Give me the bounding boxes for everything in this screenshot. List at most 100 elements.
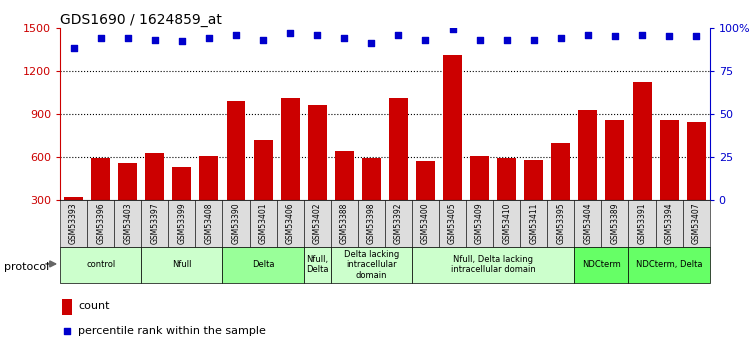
Text: GSM53403: GSM53403 (123, 203, 132, 244)
Bar (281, 98, 300, 243)
Bar (470, 156, 489, 243)
Bar (578, 110, 597, 243)
Point (257, 37, 269, 42)
Bar (605, 120, 624, 243)
Text: GSM53399: GSM53399 (177, 203, 186, 244)
FancyBboxPatch shape (249, 200, 276, 247)
Text: GSM53405: GSM53405 (448, 203, 457, 244)
Text: control: control (86, 260, 116, 269)
FancyBboxPatch shape (412, 200, 439, 247)
Text: GSM53410: GSM53410 (502, 203, 511, 244)
Point (474, 37, 486, 42)
FancyBboxPatch shape (357, 200, 385, 247)
Point (203, 35, 215, 41)
Point (311, 32, 323, 37)
Text: protocol: protocol (4, 263, 49, 272)
Text: Delta lacking
intracellular
domain: Delta lacking intracellular domain (344, 250, 399, 280)
FancyBboxPatch shape (114, 200, 141, 247)
FancyBboxPatch shape (575, 247, 629, 283)
Bar (91, 158, 110, 243)
FancyBboxPatch shape (656, 200, 683, 247)
Bar (632, 82, 652, 243)
Point (62, 328, 74, 334)
Text: Nfull,
Delta: Nfull, Delta (306, 255, 328, 275)
Bar (443, 55, 462, 243)
Point (420, 37, 432, 42)
Point (528, 37, 540, 42)
FancyBboxPatch shape (547, 200, 575, 247)
FancyBboxPatch shape (629, 200, 656, 247)
Bar (686, 122, 706, 243)
Text: GSM53393: GSM53393 (69, 203, 78, 244)
Point (663, 33, 675, 39)
FancyBboxPatch shape (60, 200, 87, 247)
Bar (62, 299, 72, 315)
Point (393, 32, 405, 37)
FancyBboxPatch shape (60, 247, 141, 283)
Text: Nfull, Delta lacking
intracellular domain: Nfull, Delta lacking intracellular domai… (451, 255, 535, 275)
Point (582, 32, 594, 37)
Point (122, 35, 134, 41)
Text: NDCterm: NDCterm (582, 260, 621, 269)
Point (365, 40, 377, 46)
Bar (173, 167, 192, 243)
FancyBboxPatch shape (303, 200, 330, 247)
FancyBboxPatch shape (439, 200, 466, 247)
Text: GSM53390: GSM53390 (231, 203, 240, 244)
Point (149, 37, 161, 42)
Text: GSM53388: GSM53388 (339, 203, 348, 244)
Bar (389, 98, 408, 243)
Text: GSM53409: GSM53409 (475, 203, 484, 244)
Text: GSM53411: GSM53411 (529, 203, 538, 244)
Bar (118, 163, 137, 243)
FancyBboxPatch shape (141, 200, 168, 247)
Point (176, 39, 188, 44)
FancyBboxPatch shape (683, 200, 710, 247)
Point (636, 32, 648, 37)
Text: GSM53407: GSM53407 (692, 203, 701, 244)
Bar (308, 105, 327, 243)
Bar (335, 151, 354, 243)
FancyBboxPatch shape (330, 247, 412, 283)
FancyBboxPatch shape (466, 200, 493, 247)
Text: GSM53404: GSM53404 (584, 203, 593, 244)
Text: GSM53394: GSM53394 (665, 203, 674, 244)
FancyBboxPatch shape (195, 200, 222, 247)
Text: GSM53397: GSM53397 (150, 203, 159, 244)
Point (501, 37, 513, 42)
Point (609, 33, 621, 39)
Text: GSM53396: GSM53396 (96, 203, 105, 244)
FancyBboxPatch shape (493, 200, 520, 247)
Text: GSM53392: GSM53392 (394, 203, 403, 244)
Text: GSM53395: GSM53395 (556, 203, 566, 244)
Bar (227, 101, 246, 243)
Point (68, 46, 80, 51)
Bar (659, 120, 679, 243)
Text: NDCterm, Delta: NDCterm, Delta (636, 260, 702, 269)
FancyBboxPatch shape (168, 200, 195, 247)
Point (447, 27, 459, 32)
Point (690, 33, 702, 39)
Bar (146, 152, 164, 243)
Text: count: count (78, 302, 110, 311)
Bar (254, 140, 273, 243)
FancyBboxPatch shape (222, 247, 303, 283)
Bar (416, 161, 435, 243)
Text: GSM53402: GSM53402 (312, 203, 321, 244)
Bar (362, 158, 381, 243)
Point (230, 32, 242, 37)
Text: GSM53401: GSM53401 (258, 203, 267, 244)
FancyBboxPatch shape (629, 247, 710, 283)
FancyBboxPatch shape (385, 200, 412, 247)
FancyBboxPatch shape (412, 247, 575, 283)
Text: Delta: Delta (252, 260, 274, 269)
FancyBboxPatch shape (520, 200, 547, 247)
Text: GSM53389: GSM53389 (611, 203, 620, 244)
Point (95, 35, 107, 41)
Bar (200, 156, 219, 243)
Text: GDS1690 / 1624859_at: GDS1690 / 1624859_at (60, 12, 222, 27)
FancyBboxPatch shape (575, 200, 602, 247)
Bar (551, 142, 570, 243)
Point (555, 35, 567, 41)
Text: GSM53391: GSM53391 (638, 203, 647, 244)
